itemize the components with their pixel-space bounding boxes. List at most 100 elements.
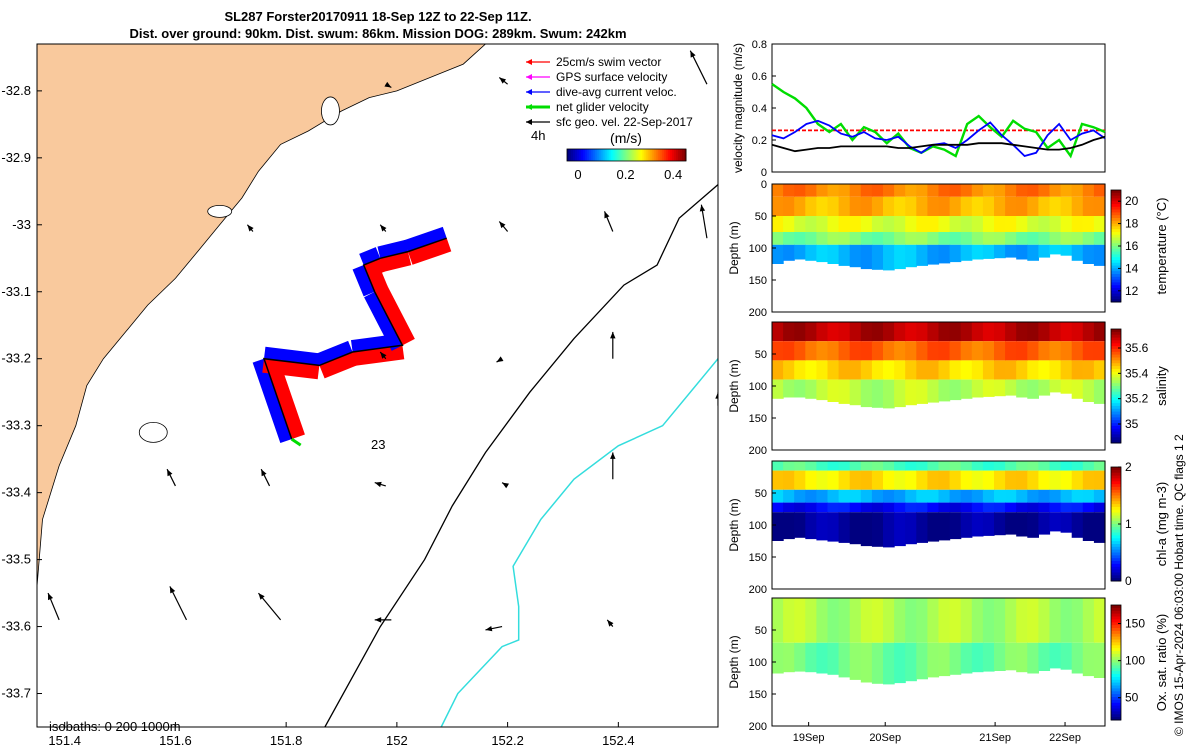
profile-data-cell [1060,360,1073,380]
profile-colorbar-cell [1111,366,1121,370]
profile-colorbar-cell [1111,478,1121,482]
profile-colorbar-cell [1111,329,1121,333]
profile-data-cell [772,598,784,643]
profile-colorbar-cell [1111,414,1121,418]
profile-colorbar-cell [1111,659,1121,663]
profile-colorbar-cell [1111,546,1121,551]
profile-data-cell [1038,196,1051,216]
profile-data-cell [1016,232,1028,245]
profile-data-cell [938,232,951,245]
profile-data-cell [1049,642,1062,669]
profile-data-cell [849,512,862,545]
geo-arrow-head [604,211,610,219]
profile-data-cell [1005,379,1017,396]
profile-colorbar-cell [1111,206,1121,211]
profile-data-cell [971,512,984,537]
profile-colorbar-cell [1111,685,1121,689]
profile-data-cell [994,461,1006,471]
profile-colorbar-cell [1111,563,1121,568]
geo-arrow-head [715,392,718,399]
profile-data-cell [916,502,928,513]
geo-arrow-head [380,224,387,232]
colorbar-cell [644,149,647,161]
profile-data-cell [916,184,928,197]
profile-colorbar-cell [1111,411,1121,415]
profile-data-cell [849,232,862,245]
profile-data-cell [1093,502,1106,513]
profile-data-cell [994,322,1006,342]
profile-colorbar-cell [1111,639,1121,643]
profile-data-cell [783,360,795,380]
geo-arrow-head [380,352,387,359]
profile-data-cell [971,461,984,471]
profile-data-cell [860,184,873,197]
profile-data-cell [1038,216,1051,232]
profile-data-cell [1093,379,1106,404]
profile-data-cell [805,642,817,673]
isobath-label: isobaths: 0 200 1000m [49,719,181,734]
profile-data-cell [1060,232,1073,245]
map-ytick-label: -33 [12,217,31,232]
profile-colorbar-cell [1111,440,1121,444]
profile-ylabel: Depth (m) [727,498,741,551]
profile-data-cell [1071,322,1084,342]
profile-data-cell [794,489,806,503]
profile-data-cell [1093,322,1106,342]
profile-data-cell [971,598,984,643]
profile-data-cell [816,184,829,197]
map-frame [36,43,719,728]
profile-data-cell [1060,512,1073,533]
profile-data-cell [982,512,995,536]
chla-panel: 50 100 150 200 Depth (m) 0 1 2 chl-a (mg m-3) [727,460,1169,596]
profile-colorbar-cell [1111,682,1121,686]
colorbar-cell [582,149,586,161]
track-point-label: 23 [371,437,385,452]
profile-colorbar-cell [1111,532,1121,536]
profile-colorbar-cell [1111,518,1121,522]
profile-colorbar-cell [1111,481,1121,485]
profile-data-cell [949,502,962,513]
map-xtick-label: 151.4 [48,733,81,748]
colorbar-cell [572,149,576,161]
profile-data-cell [916,216,928,232]
profile-data-cell [1038,232,1051,245]
profile-data-cell [994,379,1006,397]
profile-data-cell [938,512,951,541]
profile-data-cell [883,232,895,245]
profile-data-cell [1027,470,1039,490]
imos-side-note: © IMOS 15-Apr-2024 06:03:00 Hobart time.… [1172,434,1186,736]
profile-data-cell [805,598,817,643]
colorbar-cell [610,149,614,161]
profile-data-cell [938,379,951,402]
profile-data-cell [1060,184,1073,197]
profile-data-cell [1071,360,1084,380]
profile-ytick-label: 0 [761,179,767,191]
colorbar-cell [648,149,651,161]
profile-colorbar-cell [1111,467,1121,471]
profile-data-cell [1016,196,1028,216]
profile-data-cell [1027,196,1039,216]
profile-colorbar-cell [1111,234,1121,239]
profile-data-cell [1060,642,1073,670]
velocity-series-geo [771,135,1106,153]
colorbar-cell [620,149,624,161]
profile-data-cell [1038,184,1051,197]
profile-data-cell [1082,232,1095,245]
profile-colorbar-tick-label: 150 [1125,617,1145,631]
profile-data-cell [849,598,862,643]
profile-data-cell [805,512,817,540]
profile-data-cell [1016,470,1028,490]
geo-arrow-head [610,331,616,339]
colorbar-cell [602,149,606,161]
colorbar-cell [584,149,588,161]
profile-data-cell [805,244,817,261]
profile-colorbar-cell [1111,282,1121,286]
profile-data-cell [938,360,951,380]
profile-ylabel: Depth (m) [727,359,741,412]
profile-colorbar-tick-label: 35.2 [1125,392,1149,406]
profile-data-cell [905,184,917,197]
profile-data-cell [783,379,795,398]
colorbar-cell [636,149,639,161]
profile-data-cell [1082,196,1095,216]
profile-colorbar-cell [1111,674,1121,678]
